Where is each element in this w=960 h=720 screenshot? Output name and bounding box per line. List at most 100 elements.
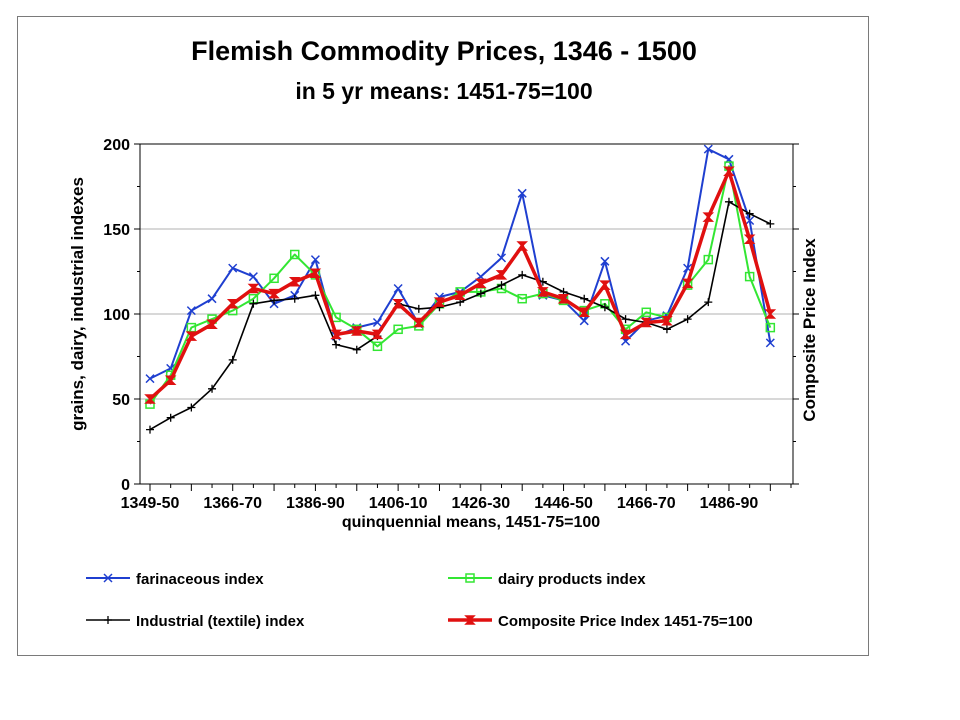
point-marker <box>744 271 755 282</box>
point-marker <box>704 298 713 307</box>
x-axis-label: quinquennial means, 1451-75=100 <box>342 514 600 531</box>
point-marker <box>464 615 476 625</box>
series-line <box>149 148 772 380</box>
point-marker <box>226 299 239 309</box>
point-marker <box>475 278 487 289</box>
point-marker <box>619 329 632 340</box>
point-marker <box>392 299 404 309</box>
point-marker <box>332 340 341 349</box>
point-marker <box>268 288 280 299</box>
series-line <box>148 169 773 401</box>
point-marker <box>144 394 156 404</box>
y-axis-label: grains, dairy, industrial indexes <box>68 177 87 431</box>
point-marker <box>518 270 527 279</box>
point-marker <box>311 291 320 300</box>
legend-label: Composite Price Index 1451-75=100 <box>498 613 753 630</box>
legend-item-1: farinaceous index <box>86 571 264 588</box>
legend-item-3: Industrial (textile) index <box>86 613 305 630</box>
point-marker <box>662 325 671 334</box>
x-tick-label: 1406-10 <box>369 495 428 512</box>
y-tick-label: 0 <box>121 477 130 494</box>
series-4 <box>144 166 777 404</box>
point-marker <box>476 289 485 298</box>
x-tick-label: 1349-50 <box>121 495 180 512</box>
x-tick-label: 1426-30 <box>451 495 510 512</box>
point-marker <box>641 307 652 318</box>
point-marker <box>578 307 591 318</box>
point-marker <box>600 256 610 266</box>
point-marker <box>599 280 611 290</box>
chart-subtitle: in 5 yr means: 1451-75=100 <box>295 78 592 104</box>
point-marker <box>517 188 527 198</box>
point-marker <box>393 324 403 335</box>
point-marker <box>640 317 653 328</box>
point-marker <box>309 268 322 278</box>
point-marker <box>661 316 673 326</box>
series-layer <box>144 144 777 434</box>
point-marker <box>412 317 425 328</box>
point-marker <box>723 166 735 176</box>
x-tick-label: 1466-70 <box>617 495 676 512</box>
point-marker <box>228 355 237 364</box>
point-marker <box>393 283 403 294</box>
legend-label: dairy products index <box>498 571 646 588</box>
series-3 <box>146 197 775 434</box>
point-marker <box>745 209 754 218</box>
series-line <box>149 201 771 431</box>
chart-frame: Flemish Commodity Prices, 1346 - 1500 in… <box>17 16 869 656</box>
point-marker <box>496 253 507 263</box>
plot-area <box>139 143 794 485</box>
point-marker <box>164 375 177 386</box>
legend-item-4: Composite Price Index 1451-75=100 <box>448 613 753 630</box>
point-marker <box>724 197 733 206</box>
point-marker <box>146 425 154 434</box>
point-marker <box>703 254 714 265</box>
point-marker <box>372 341 383 352</box>
point-marker <box>702 212 715 222</box>
point-marker <box>352 345 361 354</box>
x-tick-label: 1446-50 <box>534 495 593 512</box>
x-tick-label: 1366-70 <box>203 495 262 512</box>
x-axis-ticks: 1349-50 1366-70 1386-90 1406-10 1426-30 1446-… <box>121 484 792 512</box>
point-marker <box>765 322 776 333</box>
y2-axis-label: Composite Price Index <box>800 238 819 422</box>
point-marker <box>228 263 238 273</box>
point-marker <box>186 306 196 316</box>
x-tick-label: 1386-90 <box>286 495 345 512</box>
point-marker <box>185 331 198 341</box>
legend-label: Industrial (textile) index <box>136 613 305 630</box>
point-marker <box>372 317 382 328</box>
point-marker <box>414 304 423 313</box>
legend-item-2: dairy products index <box>448 571 646 588</box>
point-marker <box>330 329 342 340</box>
legend-label: farinaceous index <box>136 571 264 588</box>
point-marker <box>495 270 508 280</box>
point-marker <box>247 283 260 294</box>
point-marker <box>497 281 506 290</box>
point-marker <box>764 309 777 319</box>
point-marker <box>207 294 217 304</box>
y-tick-label: 100 <box>103 307 130 324</box>
point-marker <box>745 215 755 226</box>
point-marker <box>538 277 547 286</box>
chart-title: Flemish Commodity Prices, 1346 - 1500 <box>191 36 697 66</box>
point-marker <box>537 287 549 297</box>
point-marker <box>288 276 301 287</box>
point-marker <box>249 299 258 308</box>
point-marker <box>683 315 692 324</box>
point-marker <box>187 403 196 412</box>
point-marker <box>766 219 775 228</box>
series-1 <box>145 144 775 384</box>
point-marker <box>208 384 217 393</box>
point-marker <box>517 293 527 304</box>
x-tick-label: 1486-90 <box>700 495 759 512</box>
point-marker <box>743 234 756 244</box>
point-marker <box>371 329 384 340</box>
point-marker <box>600 303 609 312</box>
point-marker <box>703 144 713 154</box>
point-marker <box>350 326 363 336</box>
point-marker <box>579 316 589 326</box>
point-marker <box>516 241 529 251</box>
y-tick-label: 50 <box>112 392 130 409</box>
chart-canvas: Flemish Commodity Prices, 1346 - 1500 in… <box>68 36 819 630</box>
